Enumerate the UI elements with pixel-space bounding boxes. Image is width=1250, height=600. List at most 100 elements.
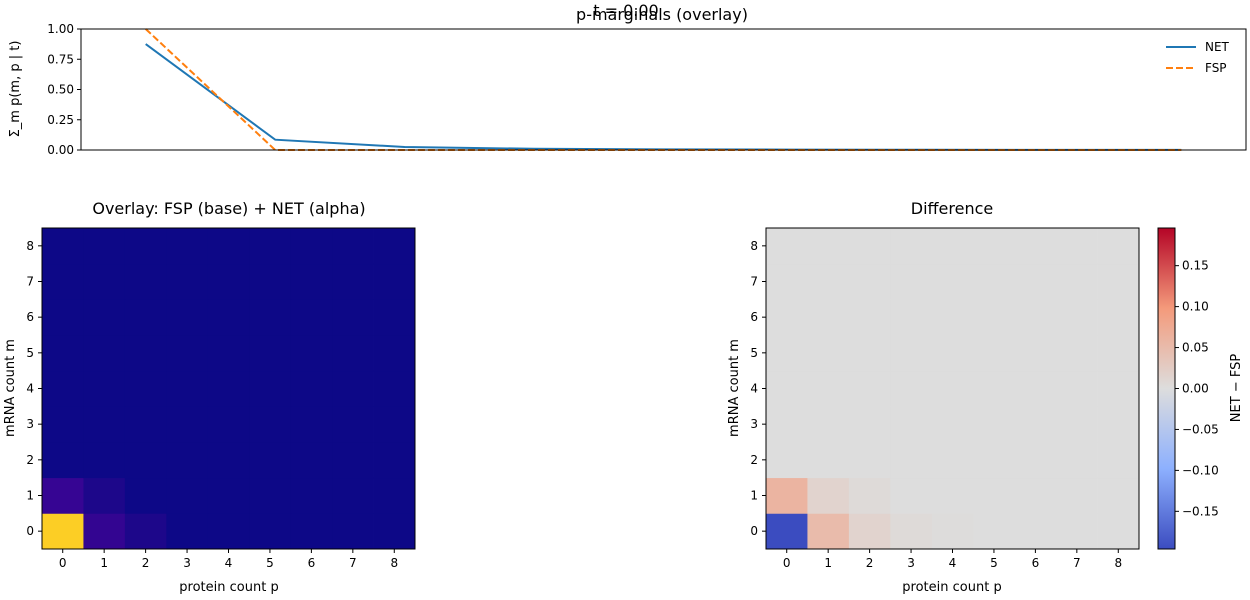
difference-cell	[1014, 299, 1057, 336]
difference-cell	[1097, 263, 1140, 300]
overlay-cell	[373, 477, 416, 514]
difference-xtick-label: 6	[1032, 556, 1040, 570]
overlay-xtick-label: 7	[349, 556, 357, 570]
difference-cell	[890, 263, 933, 300]
difference-cell	[890, 513, 933, 550]
difference-cell	[1014, 263, 1057, 300]
difference-ylabel: mRNA count m	[727, 339, 742, 437]
difference-cell	[848, 477, 891, 514]
overlay-cell	[124, 513, 167, 550]
overlay-xtick-label: 5	[266, 556, 274, 570]
overlay-ytick-label: 3	[26, 417, 34, 431]
difference-xtick-label: 7	[1073, 556, 1081, 570]
difference-cell	[890, 477, 933, 514]
overlay-cell	[207, 228, 250, 265]
overlay-cell	[249, 406, 292, 443]
difference-xtick-label: 1	[824, 556, 832, 570]
overlay-title: Overlay: FSP (base) + NET (alpha)	[92, 199, 365, 218]
difference-cell	[931, 228, 974, 265]
legend-label-net: NET	[1205, 40, 1230, 54]
difference-cell	[766, 442, 808, 479]
colorbar-tick-label: 0.15	[1182, 259, 1209, 273]
difference-xtick-label: 4	[949, 556, 957, 570]
difference-cell	[766, 370, 808, 407]
marginals-ytick-label: 0.50	[47, 83, 74, 97]
difference-cell	[848, 299, 891, 336]
difference-ytick-label: 6	[750, 310, 758, 324]
overlay-cell	[290, 299, 333, 336]
overlay-cell	[373, 370, 416, 407]
colorbar-label: NET − FSP	[1229, 354, 1244, 423]
difference-cell	[1056, 442, 1098, 479]
overlay-cell	[249, 370, 292, 407]
overlay-cell	[83, 228, 126, 265]
difference-cell	[931, 299, 974, 336]
difference-title: Difference	[911, 199, 993, 218]
legend-label-fsp: FSP	[1205, 61, 1227, 75]
marginals-title: p-marginals (overlay)	[576, 5, 748, 24]
overlay-cell	[290, 228, 333, 265]
difference-cell	[890, 370, 933, 407]
difference-cell	[931, 513, 974, 550]
difference-cell	[807, 228, 850, 265]
overlay-cell	[207, 442, 250, 479]
difference-cell	[973, 335, 1016, 372]
figure-suptitle: t = 0.00	[593, 1, 658, 20]
overlay-ytick-label: 4	[26, 382, 34, 396]
overlay-cell	[290, 335, 333, 372]
difference-xtick-label: 5	[990, 556, 998, 570]
difference-cell	[807, 335, 850, 372]
colorbar-tick-label: −0.15	[1182, 504, 1219, 518]
overlay-cell	[166, 477, 209, 514]
overlay-cell	[42, 335, 84, 372]
colorbar-tick-label: 0.05	[1182, 341, 1209, 355]
overlay-cell	[42, 477, 84, 514]
overlay-cell	[249, 335, 292, 372]
overlay-cell	[332, 477, 374, 514]
difference-cell	[1097, 228, 1140, 265]
difference-cell	[1056, 263, 1098, 300]
overlay-cell	[290, 513, 333, 550]
difference-cell	[848, 513, 891, 550]
difference-cell	[973, 228, 1016, 265]
difference-cell	[766, 406, 808, 443]
difference-cell	[890, 442, 933, 479]
overlay-xtick-label: 4	[225, 556, 233, 570]
colorbar-tick-label: 0.10	[1182, 300, 1209, 314]
difference-cell	[766, 477, 808, 514]
difference-ytick-label: 4	[750, 382, 758, 396]
overlay-ylabel: mRNA count m	[3, 339, 18, 437]
overlay-ytick-label: 1	[26, 489, 34, 503]
overlay-cell	[124, 228, 167, 265]
difference-cell	[973, 513, 1016, 550]
difference-cell	[1056, 477, 1098, 514]
overlay-cell	[373, 406, 416, 443]
difference-cell	[807, 263, 850, 300]
difference-ytick-label: 3	[750, 417, 758, 431]
overlay-cell	[42, 299, 84, 336]
overlay-cell	[166, 442, 209, 479]
difference-cell	[1097, 370, 1140, 407]
overlay-cell	[207, 513, 250, 550]
marginals-ytick-label: 0.75	[47, 52, 74, 66]
difference-cell	[848, 406, 891, 443]
overlay-cell	[290, 263, 333, 300]
overlay-cell	[83, 477, 126, 514]
overlay-cell	[83, 406, 126, 443]
difference-cell	[848, 263, 891, 300]
difference-xtick-label: 8	[1114, 556, 1122, 570]
difference-cell	[766, 263, 808, 300]
overlay-cell	[42, 406, 84, 443]
difference-cell	[1014, 228, 1057, 265]
difference-cell	[931, 335, 974, 372]
overlay-cell	[207, 263, 250, 300]
difference-xtick-label: 3	[907, 556, 915, 570]
difference-cell	[1056, 406, 1098, 443]
overlay-ytick-label: 0	[26, 524, 34, 538]
overlay-cell	[207, 477, 250, 514]
overlay-cell	[207, 335, 250, 372]
overlay-cell	[249, 442, 292, 479]
difference-cell	[1097, 299, 1140, 336]
difference-cell	[1056, 299, 1098, 336]
difference-cell	[1014, 335, 1057, 372]
